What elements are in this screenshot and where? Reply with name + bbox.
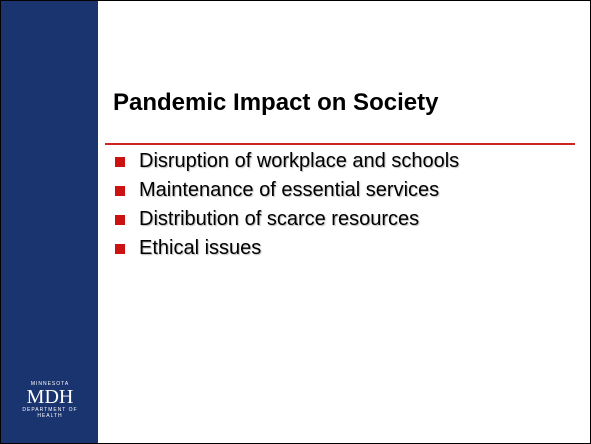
logo-main: MDH xyxy=(26,386,74,408)
bullet: Distribution of scarce resources xyxy=(115,205,459,234)
bullet: Ethical issues xyxy=(115,234,459,263)
side-band xyxy=(1,1,98,443)
title-rule xyxy=(105,143,575,145)
bullet: Maintenance of essential services xyxy=(115,176,459,205)
logo-bottom: DEPARTMENT OF HEALTH xyxy=(22,407,78,419)
logo: MINNESOTA MDH DEPARTMENT OF HEALTH xyxy=(13,381,87,419)
bullet: Disruption of workplace and schools xyxy=(115,147,459,176)
logo-top: MINNESOTA xyxy=(30,381,70,387)
slide-title: Pandemic Impact on Society xyxy=(113,89,439,116)
bullet-list: Disruption of workplace and schools Main… xyxy=(115,147,459,263)
